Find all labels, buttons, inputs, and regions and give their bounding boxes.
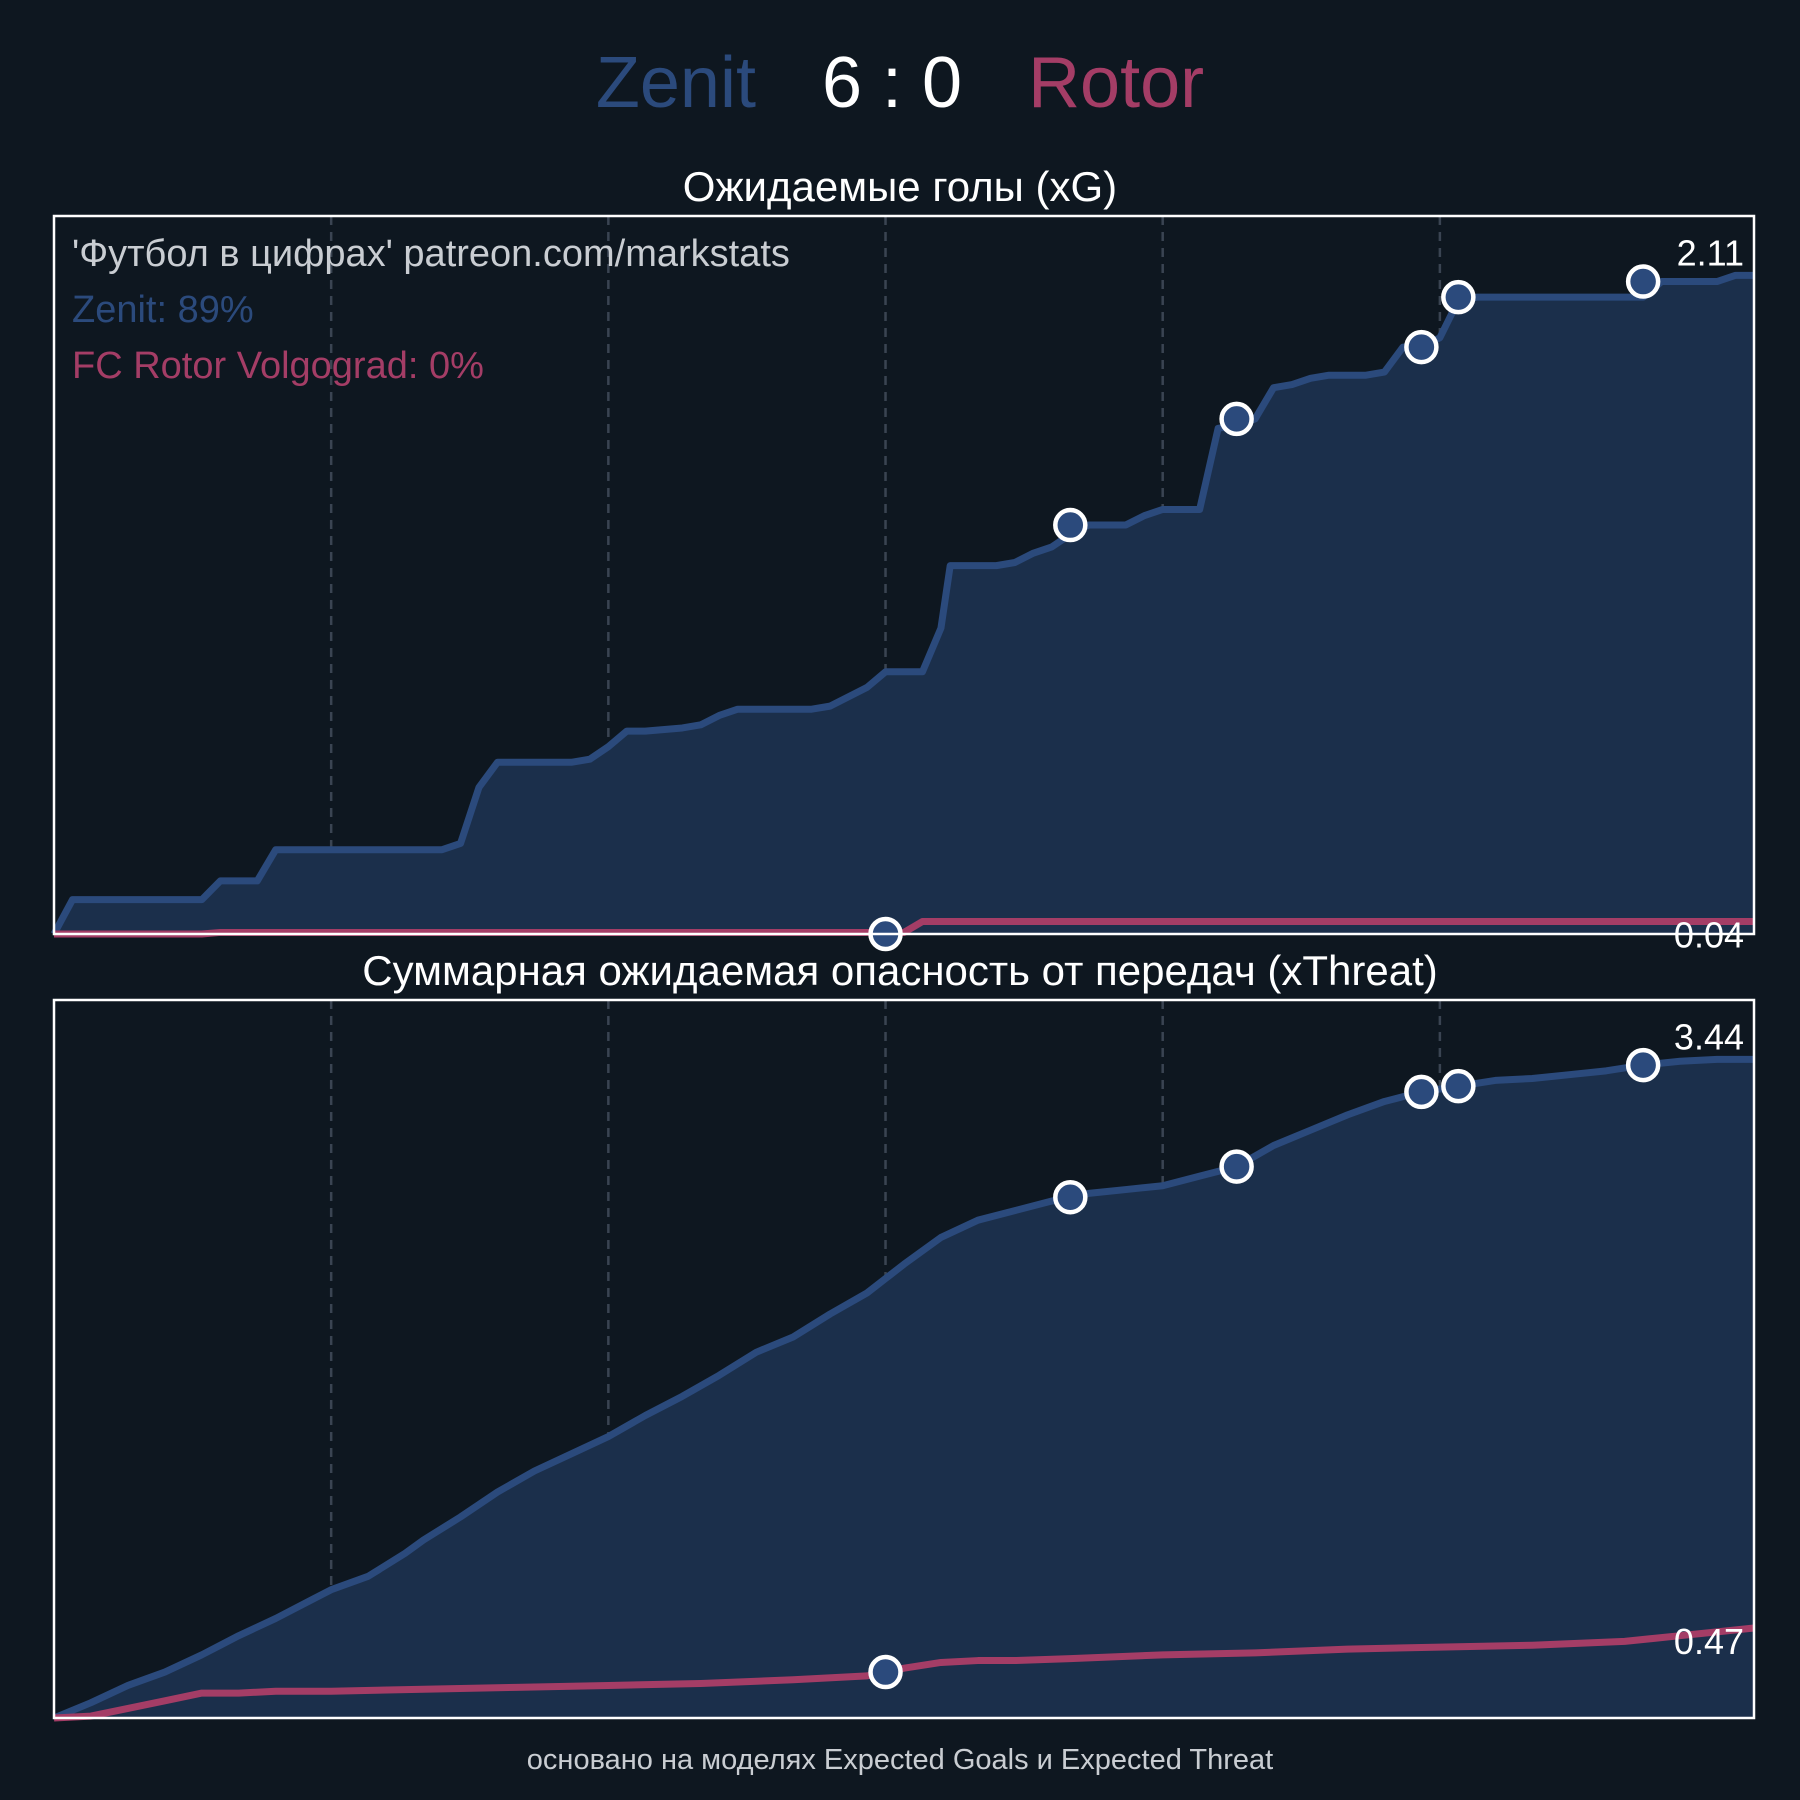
match-header: Zenit 6 : 0 Rotor (0, 38, 1800, 128)
goal-marker (868, 1654, 903, 1690)
xg-chart-title: Ожидаемые голы (xG) (682, 163, 1118, 210)
watermark-block: 'Футбол в цифрах' patreon.com/markstats … (72, 226, 790, 394)
plot-frame (52, 214, 1756, 936)
home-area-fill (54, 1059, 1754, 1718)
xthreat-chart-title: Суммарная ожидаемая опасность от передач… (362, 947, 1438, 994)
goal-marker (1404, 1074, 1439, 1110)
home-area-fill (54, 275, 1754, 934)
goal-marker (1053, 507, 1088, 543)
goal-marker (1625, 264, 1661, 299)
home-team-name: Zenit (595, 43, 756, 123)
goal-marker (1219, 401, 1254, 437)
match-score: 6 : 0 (821, 43, 963, 123)
away-team-name: Rotor (1028, 43, 1205, 123)
home-final-value: 2.11 (1677, 232, 1744, 273)
away-final-value: 0.47 (1674, 1621, 1744, 1662)
home-win-probability: Zenit: 89% (72, 289, 254, 331)
xthreat-chart: 15304560753.440.47 (52, 998, 1756, 1722)
home-final-value: 3.44 (1674, 1016, 1744, 1057)
goal-marker (1441, 1068, 1476, 1104)
away-win-probability: FC Rotor Volgograd: 0% (72, 345, 484, 387)
xg-chart: 15304560752.110.04 (50, 214, 1756, 956)
goal-marker (1625, 1047, 1661, 1083)
goal-marker (1441, 279, 1476, 315)
goal-marker (1404, 329, 1439, 365)
goal-marker (1219, 1149, 1254, 1184)
watermark-source: 'Футбол в цифрах' patreon.com/markstats (72, 233, 790, 275)
goal-marker (1053, 1179, 1088, 1215)
footer-note: основано на моделях Expected Goals и Exp… (526, 1744, 1274, 1776)
plot-frame (52, 998, 1756, 1720)
